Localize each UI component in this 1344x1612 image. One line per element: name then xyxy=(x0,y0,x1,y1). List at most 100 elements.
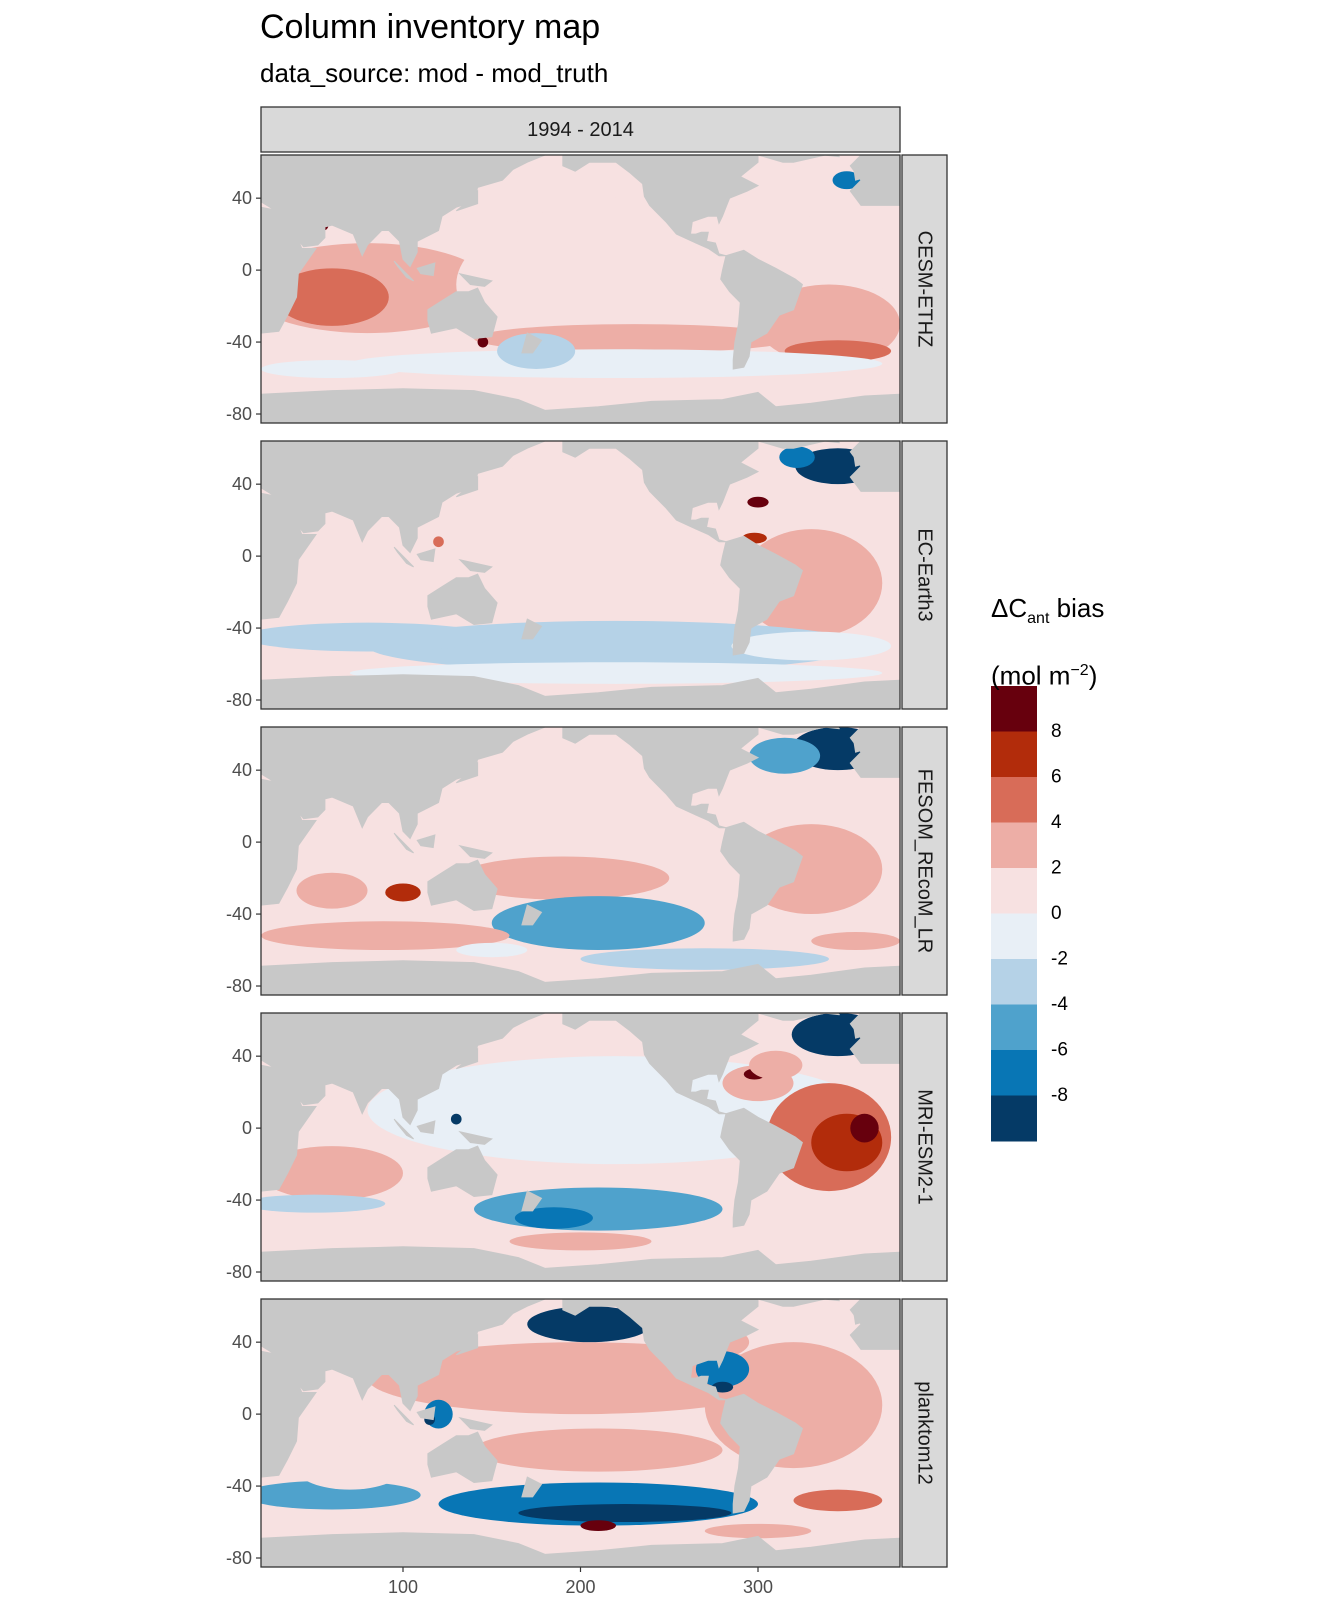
y-tick-label: -40 xyxy=(226,1190,252,1210)
land-indonesia1 xyxy=(393,1118,414,1140)
legend-tick-label: 6 xyxy=(1051,767,1062,788)
land-japan xyxy=(455,189,479,212)
legend-tick-label: -2 xyxy=(1051,949,1068,970)
bias-cell xyxy=(349,349,883,379)
bias-cell xyxy=(832,171,861,190)
bias-cell xyxy=(261,622,492,652)
column-strip: 1994 - 2014 xyxy=(260,106,901,153)
land-japan xyxy=(455,475,479,498)
bias-cell xyxy=(811,932,900,951)
y-tick-label: -80 xyxy=(226,1262,252,1282)
bias-cell xyxy=(477,336,489,348)
bias-cell xyxy=(261,360,403,379)
land-indonesia2 xyxy=(416,1120,436,1135)
land-antarctica xyxy=(261,674,900,709)
panel-border xyxy=(260,154,901,424)
land-northamerica xyxy=(562,441,760,543)
land-uk xyxy=(853,737,869,753)
y-tick-label: 40 xyxy=(232,1332,252,1352)
legend-tick-label: 4 xyxy=(1051,812,1062,833)
land-nz xyxy=(521,332,543,354)
x-tick-label: 300 xyxy=(743,1577,773,1597)
land-southamerica xyxy=(720,821,803,942)
land-southamerica xyxy=(720,1107,803,1228)
y-tick-label: -40 xyxy=(226,332,252,352)
y-tick-label: 0 xyxy=(242,1404,252,1424)
land-japan xyxy=(455,1333,479,1356)
y-tick-label: 0 xyxy=(242,1118,252,1138)
land-greenland xyxy=(757,155,826,163)
land-australia xyxy=(427,1431,498,1484)
row-strip-label: planktom12 xyxy=(914,1381,936,1484)
legend-key xyxy=(991,777,1037,823)
land-nz xyxy=(521,904,543,926)
legend-key xyxy=(991,868,1037,914)
y-tick-label: -80 xyxy=(226,404,252,424)
land-nz xyxy=(521,1476,543,1498)
land-uk xyxy=(853,1023,869,1039)
land-indonesia2 xyxy=(416,1406,436,1421)
row-strip-label: CESM-ETHZ xyxy=(914,231,936,348)
bias-cell xyxy=(793,1489,883,1512)
bias-cell xyxy=(261,921,510,951)
land-indonesia1 xyxy=(393,260,414,282)
row-strip xyxy=(901,154,948,424)
bias-cell xyxy=(474,1187,723,1231)
land-newguinea xyxy=(458,1130,493,1145)
legend-key xyxy=(991,731,1037,778)
row-strip-label: MRI-ESM2-1 xyxy=(914,1089,936,1205)
y-tick-label: -80 xyxy=(226,690,252,710)
panel-border xyxy=(260,726,901,996)
land-uk xyxy=(853,451,869,467)
bias-cell xyxy=(747,496,769,508)
bias-cell xyxy=(731,631,892,661)
land-australia xyxy=(427,1145,498,1198)
legend-tick-label: 2 xyxy=(1051,858,1062,879)
panel-border xyxy=(260,1012,901,1282)
bias-cell xyxy=(518,1504,732,1523)
bias-cell xyxy=(779,446,815,468)
land-southamerica xyxy=(720,1393,803,1514)
land-uk xyxy=(853,1309,869,1325)
bias-cell xyxy=(749,737,821,774)
legend-tick-label: 8 xyxy=(1051,721,1062,742)
land-northamerica xyxy=(562,1299,760,1401)
column-strip-label: 1994 - 2014 xyxy=(527,119,634,141)
land-australia xyxy=(427,573,498,626)
land-nz xyxy=(521,618,543,640)
legend-title: ΔCant bias (mol m−2) xyxy=(991,593,1105,691)
land-indonesia1 xyxy=(393,546,414,568)
land-australia xyxy=(427,287,498,340)
land-newguinea xyxy=(458,272,493,287)
land-northamerica xyxy=(562,155,760,257)
land-antarctica xyxy=(261,1246,900,1281)
land-eurasia xyxy=(261,441,546,554)
y-tick-label: -40 xyxy=(226,904,252,924)
land-southamerica xyxy=(720,249,803,370)
land-southamerica xyxy=(720,535,803,656)
land-antarctica xyxy=(261,1532,900,1567)
land-antarctica xyxy=(261,388,900,423)
bias-cell xyxy=(749,1050,803,1080)
legend-key xyxy=(991,1050,1037,1096)
land-antarctica xyxy=(261,960,900,995)
y-tick-label: -40 xyxy=(226,618,252,638)
bias-cell xyxy=(385,883,421,902)
legend-key xyxy=(991,1004,1037,1051)
y-tick-label: 0 xyxy=(242,546,252,566)
map-panel-cesm-ethz: CESM-ETHZ 40 0 -40 -80 xyxy=(226,154,948,424)
map-panel-mri-esm2-1: MRI-ESM2-1 40 0 -40 -80 xyxy=(226,1012,948,1282)
bias-cell xyxy=(275,268,389,326)
land-japan xyxy=(455,761,479,784)
land-greenland xyxy=(757,727,826,735)
land-newguinea xyxy=(458,844,493,859)
map-panel-ec-earth3: EC-Earth3 40 0 -40 -80 xyxy=(226,440,948,710)
bias-cell xyxy=(296,872,368,909)
bias-cell xyxy=(491,896,705,951)
bias-cell xyxy=(850,1113,879,1143)
column-strip-box xyxy=(260,106,901,153)
y-tick-label: 0 xyxy=(242,260,252,280)
land-northamerica xyxy=(562,1013,760,1115)
bias-cell xyxy=(456,942,528,958)
